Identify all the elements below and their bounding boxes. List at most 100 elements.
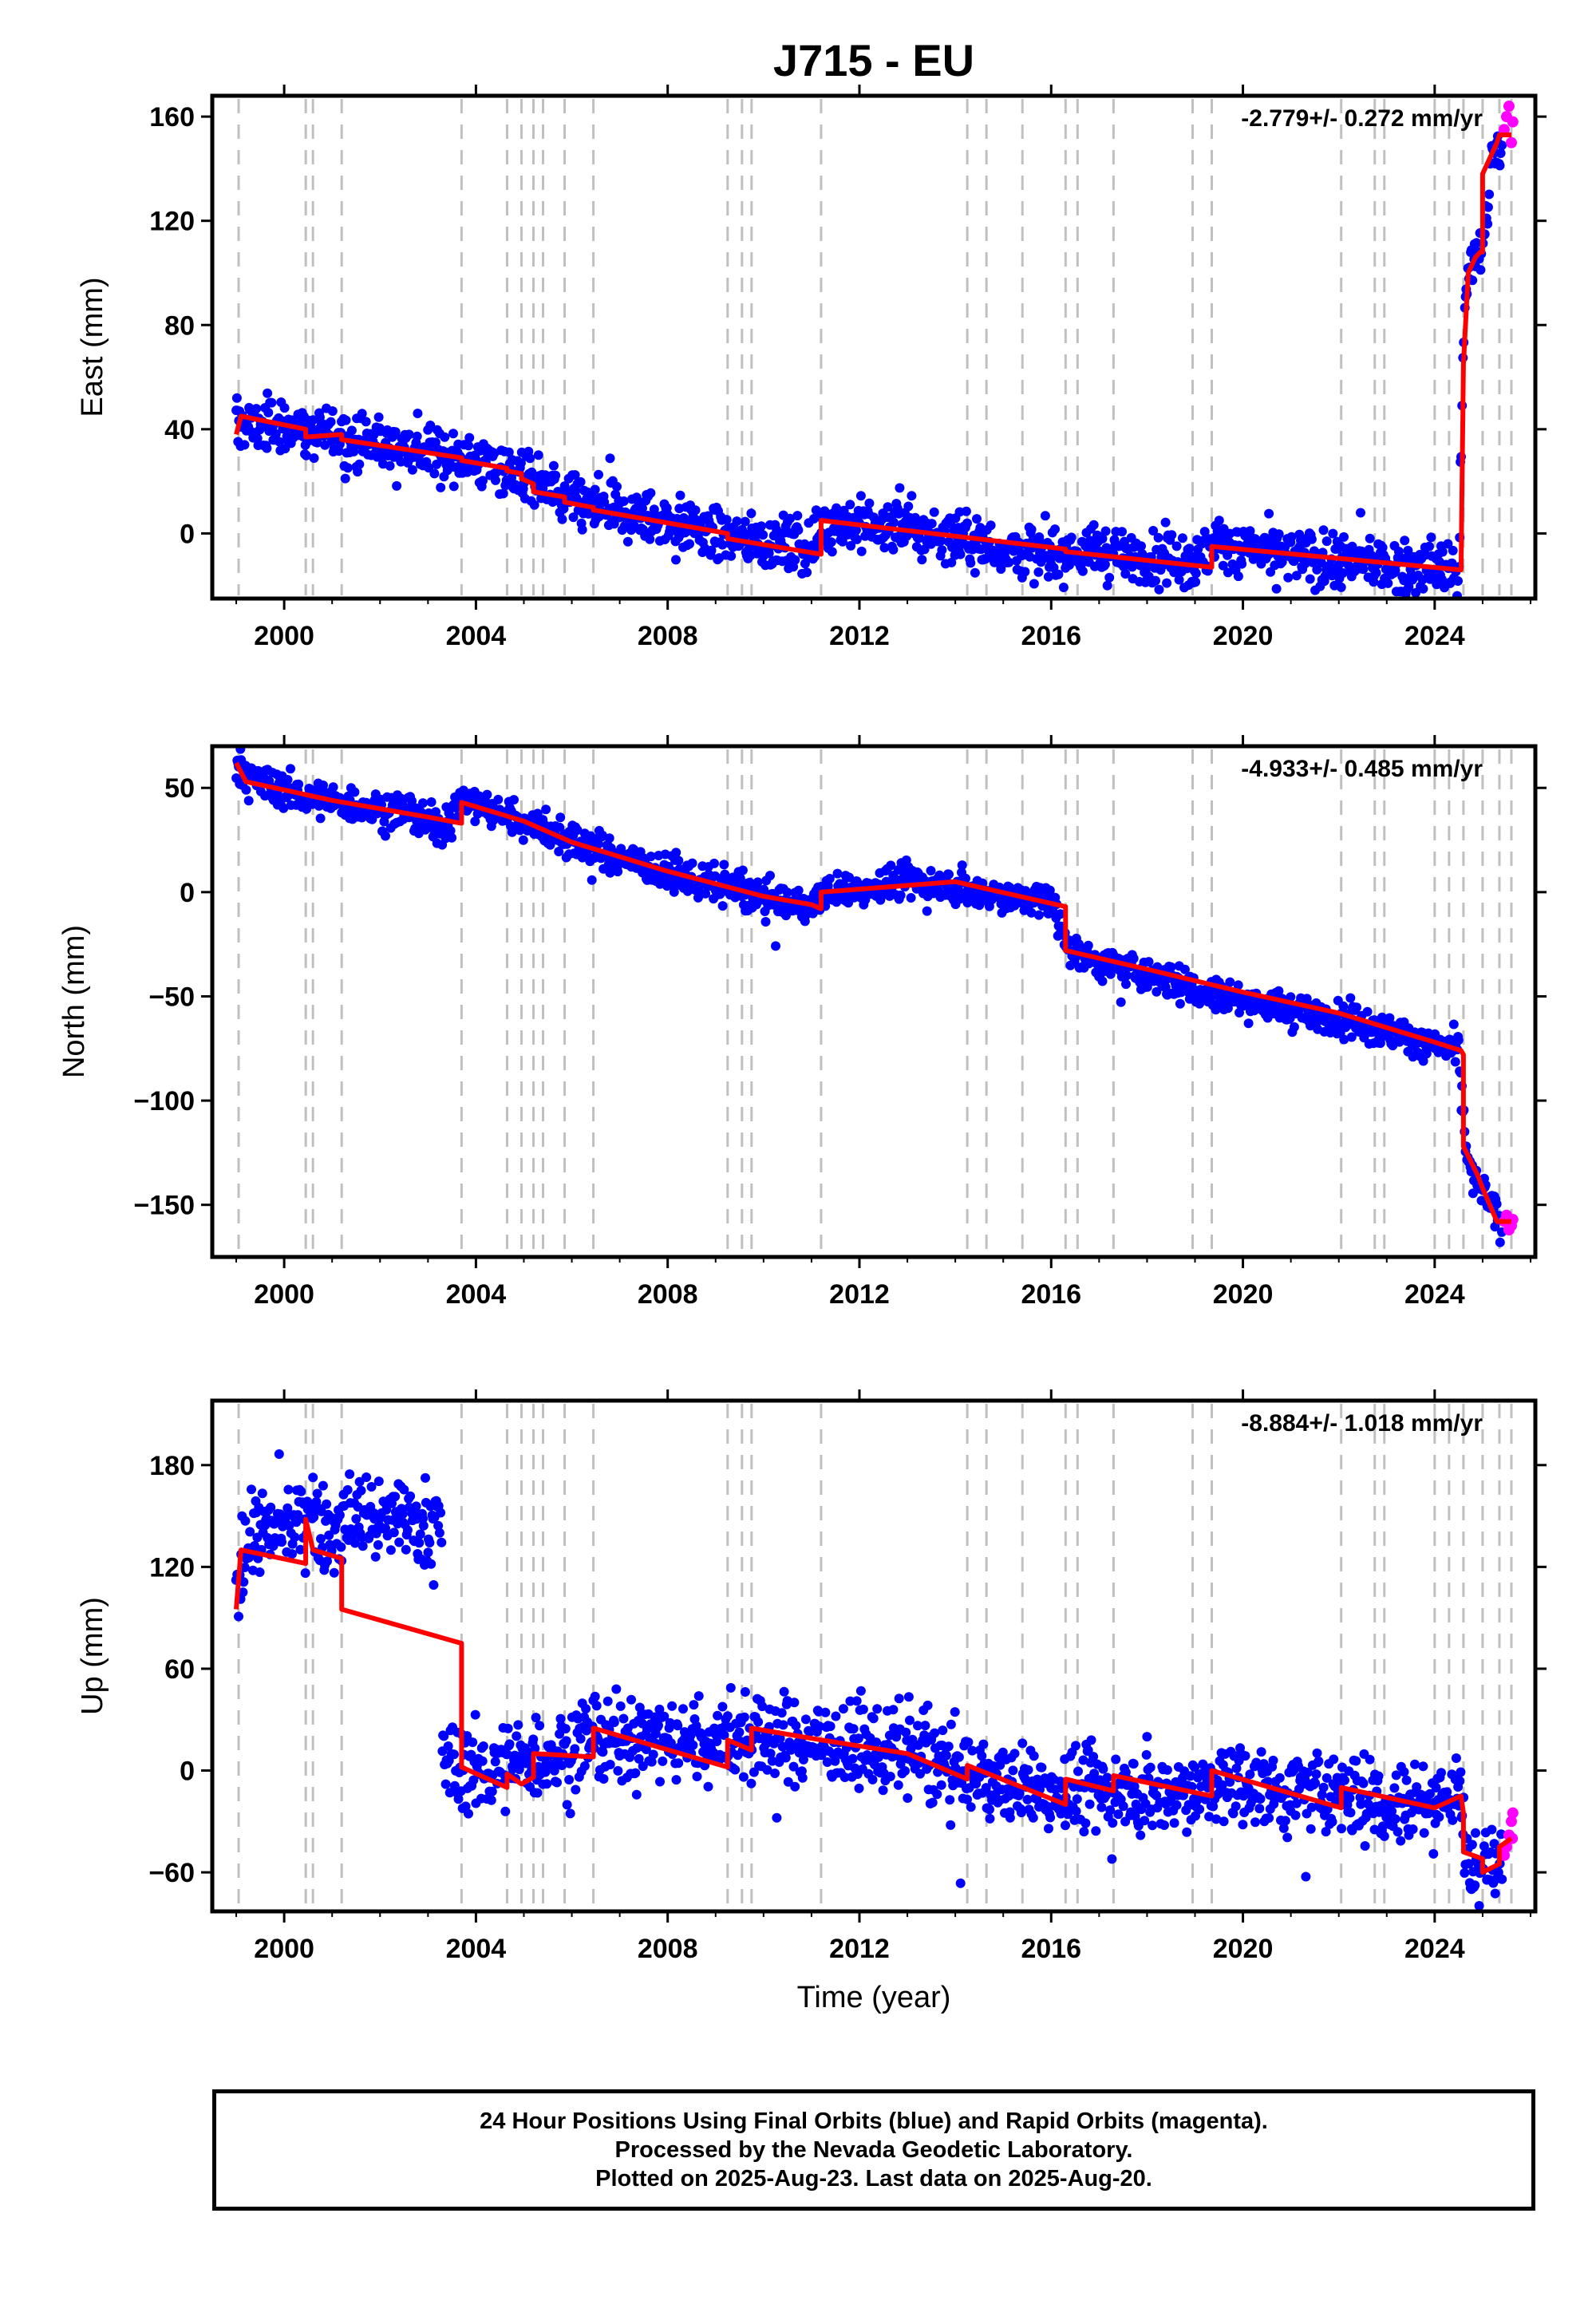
final-orbit-point: [1271, 583, 1282, 594]
final-orbit-point: [568, 512, 579, 523]
final-orbit-point: [1238, 1820, 1248, 1830]
final-orbit-point: [709, 858, 719, 868]
final-orbit-point: [1358, 1778, 1369, 1788]
final-orbit-point: [591, 1701, 602, 1711]
final-orbit-point: [361, 1472, 372, 1482]
final-orbit-point: [316, 1534, 326, 1544]
final-orbit-point: [739, 1712, 749, 1722]
final-orbit-point: [1490, 1888, 1500, 1899]
final-orbit-point: [1233, 571, 1243, 582]
final-orbit-point: [1017, 1738, 1028, 1749]
final-orbit-point: [1274, 1773, 1285, 1783]
final-orbit-point: [693, 1691, 704, 1701]
final-orbit-point: [1436, 1768, 1446, 1778]
final-orbit-point: [1356, 508, 1365, 518]
final-orbit-point: [788, 1761, 799, 1772]
final-orbit-point: [257, 1488, 267, 1499]
final-orbit-point: [329, 1567, 339, 1578]
final-orbit-point: [1191, 577, 1201, 587]
final-orbit-point: [1406, 1808, 1416, 1818]
final-orbit-point: [977, 1751, 987, 1761]
final-orbit-point: [1495, 148, 1506, 158]
chart-title: J715 - EU: [773, 35, 974, 85]
final-orbit-point: [1050, 524, 1060, 535]
final-orbit-point: [1071, 1806, 1081, 1816]
up-rate-label: -8.884+/- 1.018 mm/yr: [1241, 1410, 1483, 1437]
final-orbit-point: [462, 1731, 472, 1741]
final-orbit-point: [858, 1704, 868, 1714]
y-tick-label: 180: [149, 1451, 195, 1481]
final-orbit-point: [602, 1696, 613, 1706]
final-orbit-point: [1487, 1824, 1497, 1835]
final-orbit-point: [266, 1502, 276, 1512]
final-orbit-point: [309, 1512, 319, 1522]
final-orbit-point: [1033, 910, 1044, 920]
final-orbit-point: [525, 453, 535, 464]
final-orbit-point: [703, 1781, 713, 1792]
final-orbit-point: [1056, 1808, 1066, 1819]
x-tick-label: 2012: [829, 1279, 890, 1310]
final-orbit-point: [486, 1795, 496, 1805]
final-orbit-point: [717, 539, 728, 550]
final-orbit-point: [1470, 1880, 1480, 1891]
data-layer: [231, 746, 1519, 1247]
final-orbit-point: [903, 501, 914, 512]
final-orbit-point: [439, 1731, 449, 1741]
final-orbit-point: [1105, 1805, 1116, 1816]
final-orbit-point: [719, 1730, 729, 1741]
final-orbit-point: [1250, 1817, 1260, 1828]
final-orbit-point: [1029, 579, 1039, 589]
final-orbit-point: [1228, 1808, 1238, 1819]
final-orbit-point: [509, 795, 519, 805]
final-orbit-point: [1290, 1810, 1301, 1820]
final-orbit-point: [1264, 508, 1274, 519]
final-orbit-point: [1495, 160, 1505, 171]
final-orbit-point: [1476, 265, 1486, 275]
final-orbit-point: [826, 537, 836, 547]
final-orbit-point: [790, 1781, 800, 1792]
y-tick-label: 160: [149, 102, 195, 132]
x-tick-label: 2016: [1021, 1279, 1081, 1310]
final-orbit-point: [846, 540, 856, 551]
final-orbit-point: [334, 1510, 345, 1520]
final-orbit-point: [1120, 1767, 1131, 1777]
final-orbit-point: [1166, 962, 1176, 972]
final-orbit-point: [825, 1721, 836, 1732]
final-orbit-point: [713, 1710, 723, 1721]
final-orbit-point: [470, 816, 480, 827]
final-orbit-point: [1327, 1816, 1337, 1827]
y-tick-label: 60: [164, 1654, 195, 1685]
final-orbit-point: [373, 412, 384, 422]
final-orbit-point: [688, 1740, 698, 1750]
final-orbit-point: [783, 1777, 793, 1787]
final-orbit-point: [712, 1737, 722, 1746]
final-orbit-point: [433, 1520, 444, 1531]
final-orbit-point: [1301, 1871, 1311, 1882]
final-orbit-point: [570, 1744, 580, 1754]
final-orbit-point: [1434, 1812, 1444, 1822]
final-orbit-point: [955, 549, 966, 559]
final-orbit-point: [895, 483, 905, 493]
final-orbit-point: [436, 1508, 446, 1518]
x-tick-label: 2008: [638, 1279, 698, 1310]
final-orbit-point: [633, 496, 643, 506]
final-orbit-point: [500, 1806, 511, 1816]
final-orbit-point: [532, 1788, 543, 1798]
final-orbit-point: [1305, 574, 1315, 584]
final-orbit-point: [618, 1713, 629, 1724]
final-orbit-point: [411, 1501, 421, 1512]
final-orbit-point: [963, 1737, 974, 1747]
final-orbit-point: [1026, 524, 1037, 535]
final-orbit-point: [932, 1789, 942, 1800]
footer-line-3: Plotted on 2025-Aug-23. Last data on 202…: [595, 2166, 1152, 2192]
final-orbit-point: [1141, 1749, 1152, 1760]
final-orbit-point: [1223, 550, 1233, 560]
final-orbit-point: [385, 1545, 396, 1555]
final-orbit-point: [658, 1756, 668, 1766]
x-ticks: 2000 2004 2008 2012 2016 2020 2024: [235, 85, 1531, 651]
final-orbit-point: [936, 536, 946, 546]
final-orbit-point: [957, 860, 967, 871]
final-orbit-point: [1148, 1820, 1158, 1831]
